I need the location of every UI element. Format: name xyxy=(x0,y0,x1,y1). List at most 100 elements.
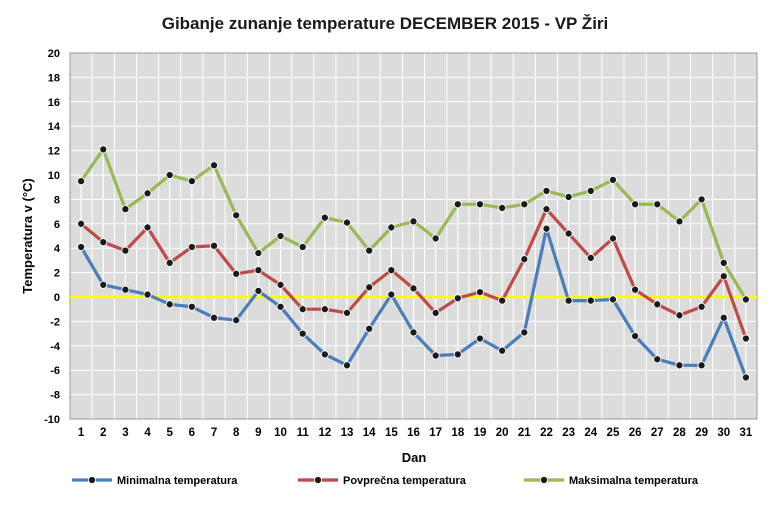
data-point xyxy=(631,285,640,294)
y-tick-label: 12 xyxy=(48,146,60,158)
data-point xyxy=(741,373,750,382)
x-tick-label: 27 xyxy=(651,427,664,439)
data-point xyxy=(653,300,662,309)
legend-marker xyxy=(87,475,97,485)
data-point xyxy=(232,269,241,278)
data-point xyxy=(342,361,352,370)
data-point xyxy=(298,329,307,338)
data-point xyxy=(387,223,396,232)
x-tick-label: 16 xyxy=(407,427,420,439)
data-point xyxy=(165,258,174,267)
data-point xyxy=(99,145,108,154)
data-point xyxy=(697,302,706,311)
x-tick-label: 8 xyxy=(233,427,240,439)
data-point xyxy=(342,308,352,317)
data-point xyxy=(453,200,462,209)
x-tick-label: 9 xyxy=(255,427,261,439)
y-tick-label: -6 xyxy=(50,365,60,377)
data-point xyxy=(431,351,440,360)
series-max xyxy=(77,145,750,304)
x-tick-label: 31 xyxy=(740,427,753,439)
x-tick-label: 5 xyxy=(167,427,174,439)
data-point xyxy=(143,290,152,299)
data-point xyxy=(586,296,595,305)
data-point xyxy=(631,200,640,209)
x-tick-label: 19 xyxy=(474,427,487,439)
data-point xyxy=(99,238,108,247)
y-tick-label: -8 xyxy=(50,390,60,402)
x-tick-label: 29 xyxy=(695,427,708,439)
y-tick-label: -2 xyxy=(50,316,60,328)
data-point xyxy=(498,296,507,305)
data-point xyxy=(498,203,507,212)
data-point xyxy=(143,223,152,232)
data-point xyxy=(675,361,684,370)
x-tick-label: 11 xyxy=(297,427,310,439)
y-tick-label: 6 xyxy=(54,219,60,231)
data-point xyxy=(542,205,551,214)
data-point xyxy=(586,186,595,195)
x-tick-label: 20 xyxy=(496,427,509,439)
x-tick-label: 23 xyxy=(562,427,575,439)
x-tick-label: 4 xyxy=(144,427,151,439)
data-point xyxy=(187,242,196,252)
data-point xyxy=(121,285,130,294)
data-point xyxy=(320,305,329,314)
x-axis-label: Dan xyxy=(402,450,427,465)
data-point xyxy=(542,186,551,195)
x-tick-label: 3 xyxy=(122,427,128,439)
data-point xyxy=(697,195,706,204)
data-point xyxy=(675,217,684,226)
x-tick-label: 14 xyxy=(363,427,376,439)
data-point xyxy=(143,189,152,198)
data-point xyxy=(608,234,618,243)
x-tick-label: 25 xyxy=(607,427,620,439)
data-point xyxy=(121,205,130,214)
y-tick-label: 14 xyxy=(48,121,61,133)
series-min xyxy=(77,224,750,382)
data-point xyxy=(608,175,618,184)
data-point xyxy=(77,242,86,252)
data-point xyxy=(298,242,307,252)
data-point xyxy=(453,294,462,303)
data-point xyxy=(475,288,485,297)
y-tick-label: 18 xyxy=(48,72,60,84)
data-point xyxy=(276,280,285,289)
data-point xyxy=(409,284,418,293)
data-point xyxy=(564,296,573,305)
data-point xyxy=(409,328,418,337)
data-point xyxy=(165,300,174,309)
data-point xyxy=(741,295,750,304)
data-point xyxy=(187,302,196,311)
y-tick-label: 16 xyxy=(48,97,60,109)
data-point xyxy=(653,355,662,364)
y-tick-label: 20 xyxy=(48,48,60,60)
legend-marker xyxy=(539,475,549,485)
data-point xyxy=(520,328,529,337)
data-point xyxy=(564,229,573,238)
data-point xyxy=(453,350,462,359)
x-tick-label: 10 xyxy=(274,427,287,439)
data-point xyxy=(99,280,108,289)
data-point xyxy=(365,246,374,255)
data-point xyxy=(719,313,728,322)
x-tick-label: 26 xyxy=(629,427,642,439)
x-tick-label: 24 xyxy=(584,427,597,439)
plot-border xyxy=(69,52,758,420)
y-axis-label: Temperatura v (°C) xyxy=(20,178,35,293)
data-point xyxy=(165,170,174,180)
data-point xyxy=(187,177,196,186)
x-tick-label: 2 xyxy=(100,427,106,439)
data-point xyxy=(276,302,285,311)
x-tick-label: 15 xyxy=(385,427,398,439)
x-tick-label: 6 xyxy=(189,427,195,439)
data-point xyxy=(77,219,86,228)
data-point xyxy=(298,305,307,314)
data-point xyxy=(542,224,551,233)
legend-label: Maksimalna temperatura xyxy=(569,475,699,487)
legend-label: Povprečna temperatura xyxy=(343,475,467,487)
series-layer xyxy=(77,145,750,382)
data-point xyxy=(254,266,263,275)
